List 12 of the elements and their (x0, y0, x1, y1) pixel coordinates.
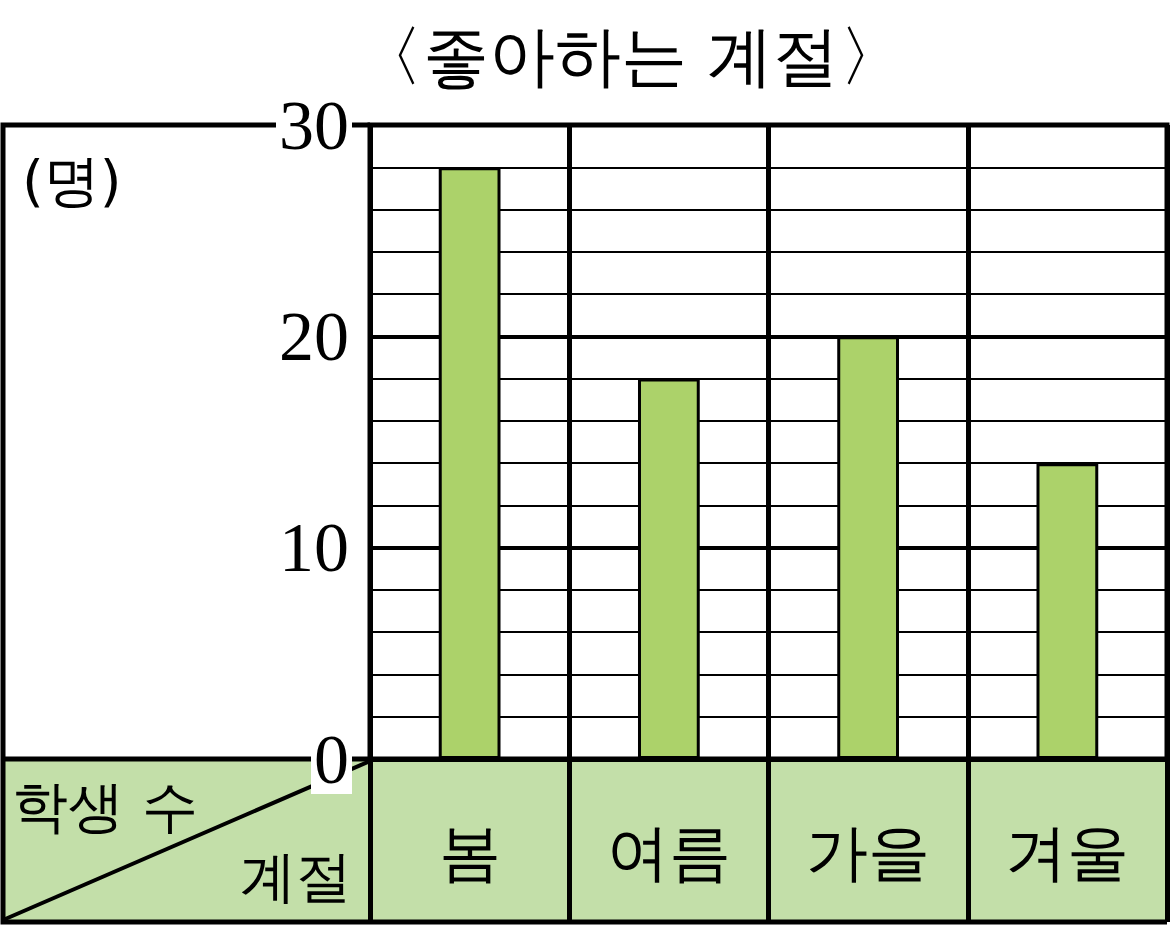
y-tick-label: 30 (279, 86, 349, 164)
y-tick-label: 0 (314, 720, 349, 798)
y-axis-title: 학생 수 (12, 773, 198, 839)
chart-title: 〈좋아하는 계절〉 (356, 17, 906, 95)
x-tick-label: 가을 (806, 815, 931, 889)
text: (명) (22, 147, 122, 213)
x-axis-title: 계절 (240, 843, 352, 909)
y-tick-label: 10 (279, 509, 349, 587)
y-tick-label: 20 (279, 297, 349, 375)
x-tick-label: 여름 (606, 815, 731, 889)
x-tick-label: 봄 (438, 815, 501, 889)
x-tick-label: 겨울 (1005, 815, 1130, 889)
